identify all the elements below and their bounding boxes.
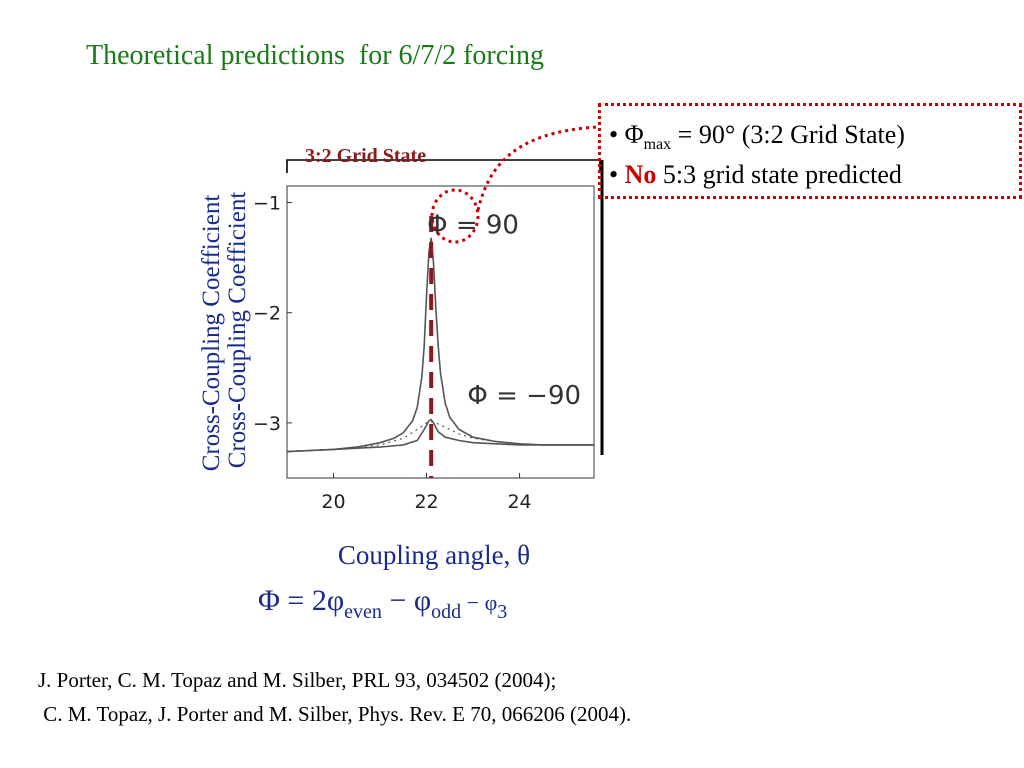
bullet1-suffix: = 90° (3:2 Grid State) — [671, 120, 905, 149]
y-ticks: −1 −2 −3 — [253, 193, 292, 435]
formula-sub-odd: odd — [431, 601, 462, 623]
x-tick-label: 22 — [414, 491, 438, 513]
plot-frame — [286, 185, 595, 479]
reference-2: C. M. Topaz, J. Porter and M. Silber, Ph… — [38, 702, 632, 726]
phi90-highlight-circle — [430, 188, 480, 244]
connector-dotted-line — [476, 125, 599, 211]
formula-sub-3: 3 — [497, 601, 508, 623]
bullet2-prefix: • — [609, 160, 625, 189]
bullet-phi-max: • Φmax = 90° (3:2 Grid State) — [609, 120, 905, 154]
phase-formula: Φ = 2φeven − φodd − φ3 — [258, 584, 507, 624]
annotation-1: Φ = 90 — [427, 210, 519, 240]
phi-annotations: Φ = 90 Φ = −90 — [427, 210, 581, 411]
series-line-2 — [286, 418, 594, 453]
formula-minus2: − φ — [461, 590, 498, 615]
y-axis-label-shadow: Cross-Coupling Coefficient — [224, 191, 251, 469]
bullet-no-53: • No 5:3 grid state predicted — [609, 160, 902, 190]
y-tick-label: −1 — [253, 193, 281, 215]
annotation-2: Φ = −90 — [467, 381, 581, 411]
x-ticks: 20 22 24 — [321, 473, 532, 513]
x-tick-label: 24 — [507, 491, 531, 513]
prediction-callout: • Φmax = 90° (3:2 Grid State) • No 5:3 g… — [598, 103, 1022, 199]
bullet1-subscript: max — [643, 136, 672, 153]
x-axis-label: Coupling angle, θ — [337, 540, 531, 570]
y-tick-label: −3 — [253, 413, 281, 435]
reference-1: J. Porter, C. M. Topaz and M. Silber, PR… — [38, 668, 557, 692]
series-line-3 — [286, 421, 594, 453]
slide-title: Theoretical predictions for 6/7/2 forcin… — [86, 40, 544, 71]
x-tick-label: 20 — [321, 491, 345, 513]
bullet1-prefix: • Φ — [609, 120, 644, 149]
bullet2-suffix: 5:3 grid state predicted — [656, 160, 902, 189]
formula-lhs: Φ = 2φ — [258, 584, 345, 617]
y-tick-label: −2 — [253, 303, 281, 325]
grid-state-label: 3:2 Grid State — [305, 145, 427, 167]
y-axis-label: Cross-Coupling Coefficient — [198, 194, 225, 472]
formula-minus1: − φ — [381, 584, 432, 617]
curves — [286, 237, 594, 453]
series-line-1 — [286, 237, 594, 453]
formula-sub-even: even — [344, 601, 382, 623]
bullet2-no: No — [624, 160, 657, 189]
